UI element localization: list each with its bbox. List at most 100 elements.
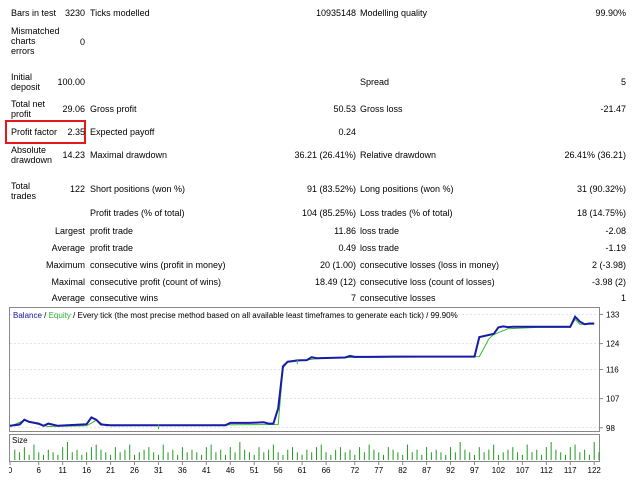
x-tick-label: 46 [226,466,235,475]
average-profit-label: profit trade [90,243,134,253]
maximum-loss-label: consecutive losses (loss in money) [360,260,500,270]
average-consec-profit-value: 7 [350,293,356,303]
volume-plot-frame [9,434,600,462]
maximal-loss-value: -3.98 (2) [591,277,626,287]
balance-series-line [9,314,595,427]
y-tick-label: 98 [606,424,615,433]
short-positions-label: Short positions (won %) [90,184,186,194]
maximal-loss-label: consecutive loss (count of losses) [360,277,495,287]
legend-sep: / [42,311,49,320]
largest-label: Largest [54,226,85,236]
x-tick-label: 36 [178,466,187,475]
average-consec-loss-value: 1 [620,293,626,303]
x-tick-label: 0 [9,466,13,475]
volume-bars [14,442,600,460]
loss-trades-value: 18 (14.75%) [576,208,626,218]
x-tick-label: 26 [130,466,139,475]
average-profit-value: 0.49 [338,243,356,253]
average-consec-label: Average [51,293,85,303]
x-tick-label: 102 [492,466,506,475]
bars-in-test-value: 3230 [64,8,85,18]
average-label: Average [51,243,85,253]
x-tick-label: 16 [82,466,91,475]
balance-equity-chart: Balance / Equity / Every tick (the most … [9,307,620,475]
y-axis-ticks: 98 107 116 124 133 [599,310,620,433]
average-consec-loss-label: consecutive losses [360,293,436,303]
legend-balance: Balance [13,311,42,320]
maximum-profit-value: 20 (1.00) [319,260,356,270]
legend-equity: Equity [49,311,71,320]
relative-drawdown-value: 26.41% (36.21) [564,150,626,160]
ticks-modelled-label: Ticks modelled [90,8,150,18]
modelling-quality-value: 99.90% [595,8,626,18]
gross-loss-label: Gross loss [360,104,403,114]
absolute-drawdown-label: Absolute drawdown [11,145,53,165]
y-tick-label: 124 [606,340,620,349]
largest-profit-value: 11.86 [334,226,356,236]
x-tick-label: 56 [274,466,283,475]
y-tick-label: 133 [606,310,620,319]
gross-profit-label: Gross profit [90,104,137,114]
maximal-drawdown-label: Maximal drawdown [90,150,168,160]
profit-factor-highlight [5,120,86,144]
y-tick-label: 107 [606,395,620,404]
x-tick-label: 107 [516,466,530,475]
x-tick-label: 51 [250,466,259,475]
x-tick-label: 6 [37,466,42,475]
largest-loss-value: -2.08 [605,226,626,236]
profit-factor-value: 2.35 [67,127,85,137]
x-tick-label: 72 [350,466,359,475]
initial-deposit-label: Initial deposit [11,72,41,92]
x-tick-label: 21 [106,466,115,475]
x-tick-label: 66 [322,466,331,475]
x-tick-label: 97 [470,466,479,475]
ticks-modelled-value: 10935148 [315,8,356,18]
x-tick-label: 31 [154,466,163,475]
largest-loss-label: loss trade [360,226,400,236]
chart-legend: Balance / Equity / Every tick (the most … [13,311,458,320]
volume-label: Size [12,436,28,445]
profit-factor-label: Profit factor [11,127,58,137]
relative-drawdown-label: Relative drawdown [360,150,437,160]
largest-profit-label: profit trade [90,226,134,236]
x-axis-ticks: 0 6 11 16 21 26 31 36 41 46 51 56 61 66 72 77 82 87 92 97 10… [9,462,601,475]
mismatched-label: Mismatched charts errors [11,26,60,56]
expected-payoff-value: 0.24 [338,127,356,137]
bars-in-test-label: Bars in test [11,8,57,18]
initial-deposit-value: 100.00 [57,77,85,87]
profit-trades-label: Profit trades (% of total) [90,208,185,218]
modelling-quality-label: Modelling quality [360,8,428,18]
maximal-drawdown-value: 36.21 (26.41%) [294,150,356,160]
x-tick-label: 87 [422,466,431,475]
long-positions-value: 31 (90.32%) [576,184,626,194]
profit-trades-value: 104 (85.25%) [301,208,356,218]
mismatched-value: 0 [79,37,85,47]
legend-text: / Every tick (the most precise method ba… [71,311,458,320]
total-net-profit-label: Total net profit [11,99,46,119]
maximal-label: Maximal [51,277,85,287]
x-tick-label: 117 [564,466,577,475]
x-tick-label: 11 [59,466,68,475]
x-tick-label: 82 [398,466,407,475]
total-trades-label: Total trades [11,181,37,201]
x-tick-label: 77 [374,466,383,475]
maximal-profit-label: consecutive profit (count of wins) [90,277,222,287]
average-loss-value: -1.19 [605,243,626,253]
gross-loss-value: -21.47 [600,104,626,114]
x-tick-label: 61 [298,466,307,475]
absolute-drawdown-value: 14.23 [62,150,85,160]
maximum-loss-value: 2 (-3.98) [591,260,626,270]
short-positions-value: 91 (83.52%) [306,184,356,194]
x-tick-label: 92 [446,466,455,475]
x-tick-label: 41 [202,466,211,475]
total-net-profit-value: 29.06 [62,104,85,114]
x-tick-label: 122 [588,466,602,475]
maximum-profit-label: consecutive wins (profit in money) [90,260,226,270]
loss-trades-label: Loss trades (% of total) [360,208,453,218]
gross-profit-value: 50.53 [333,104,356,114]
x-tick-label: 112 [540,466,553,475]
equity-dips [157,359,298,430]
average-loss-label: loss trade [360,243,400,253]
spread-label: Spread [360,77,390,87]
long-positions-label: Long positions (won %) [360,184,454,194]
